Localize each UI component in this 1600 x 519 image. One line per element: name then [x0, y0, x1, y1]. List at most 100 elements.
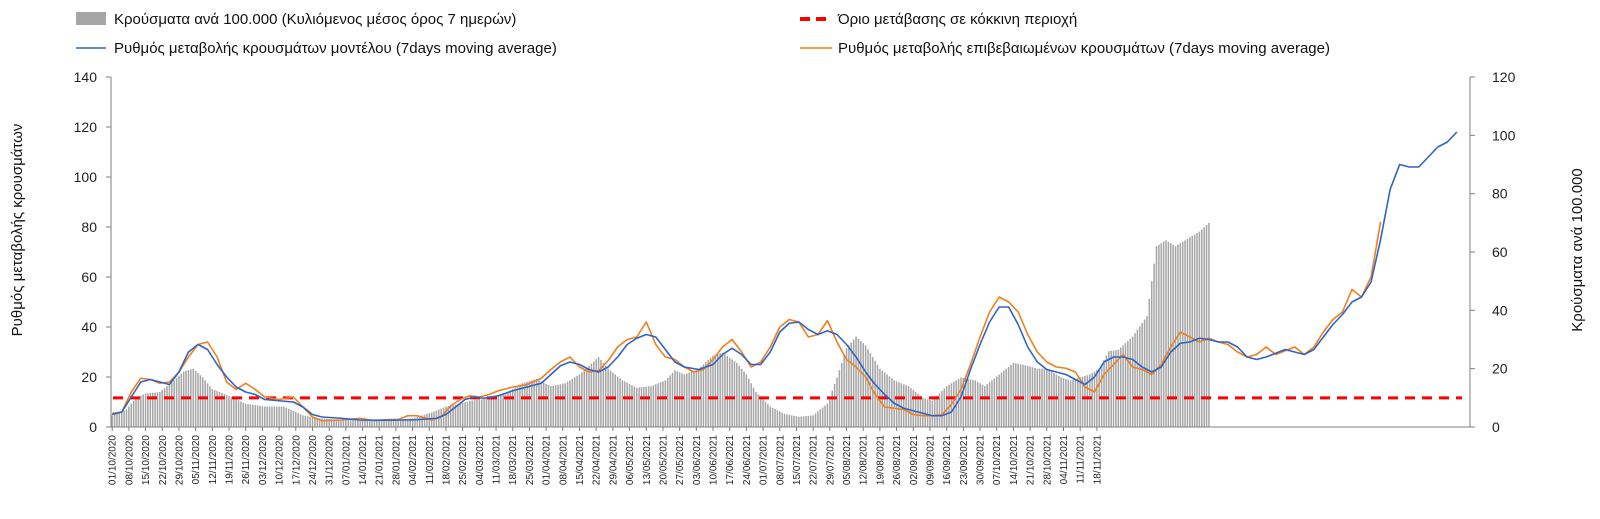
bar	[523, 382, 526, 427]
x-tick-label: 11/02/2021	[425, 435, 436, 485]
bar	[728, 357, 731, 427]
bar	[628, 383, 631, 427]
bar	[888, 376, 891, 427]
x-tick-label: 17/06/2021	[725, 435, 736, 485]
bar	[516, 386, 519, 427]
x-tick-label: 05/11/2020	[191, 435, 202, 485]
bar	[359, 419, 361, 427]
bar	[116, 413, 118, 427]
bar	[850, 342, 853, 427]
x-tick-label: 26/08/2021	[892, 435, 903, 485]
bar	[957, 378, 960, 428]
bar	[511, 389, 514, 427]
bar	[483, 399, 485, 427]
bar	[1079, 377, 1081, 427]
bar	[1201, 229, 1203, 427]
bar	[759, 396, 762, 427]
bar	[426, 413, 428, 428]
bar	[681, 373, 683, 427]
x-tick-label: 11/11/2021	[1076, 435, 1087, 484]
bar	[283, 406, 285, 427]
bar	[1084, 375, 1086, 427]
bar	[306, 416, 309, 427]
x-tick-label: 17/12/2020	[291, 435, 302, 485]
bar	[154, 392, 156, 427]
bar	[702, 364, 705, 427]
bar	[330, 419, 333, 428]
bar	[120, 411, 123, 427]
bar	[402, 419, 404, 427]
bar	[488, 398, 490, 427]
bar	[490, 398, 493, 428]
bar	[1119, 347, 1122, 427]
bar	[230, 397, 233, 427]
bar	[202, 377, 204, 427]
bar	[361, 419, 364, 427]
bar	[1096, 370, 1098, 428]
x-tick-label: 21/10/2021	[1026, 435, 1037, 485]
bar	[275, 406, 278, 427]
bar	[485, 398, 488, 427]
bar	[447, 406, 450, 427]
bar	[731, 359, 733, 427]
bar	[910, 388, 912, 427]
bar	[800, 416, 802, 427]
bar	[304, 415, 307, 427]
bar	[1172, 244, 1174, 427]
bar	[566, 381, 569, 427]
bar	[757, 394, 760, 427]
bar	[898, 382, 900, 427]
bar	[261, 406, 264, 427]
bar	[1193, 234, 1196, 427]
bar	[321, 418, 323, 427]
y-left-axis-title: Ρυθμός μεταβολής κρουσμάτων	[9, 124, 26, 337]
bar	[993, 378, 996, 427]
bar	[650, 386, 652, 427]
bar	[240, 401, 242, 427]
bar	[1069, 380, 1072, 427]
bar	[142, 394, 144, 427]
bar	[407, 418, 409, 427]
y-left-tick-label: 60	[81, 269, 97, 285]
bar	[793, 415, 795, 427]
x-tick-label: 29/07/2021	[825, 435, 836, 485]
bar	[764, 401, 767, 427]
bar	[974, 380, 977, 427]
bar	[1205, 225, 1208, 427]
bar	[614, 374, 617, 427]
x-tick-label: 28/01/2021	[391, 435, 402, 485]
bar	[857, 338, 860, 427]
bar	[442, 407, 445, 427]
bar	[237, 400, 240, 427]
bar	[912, 390, 915, 427]
bar	[922, 397, 924, 427]
x-tick-label: 28/10/2021	[1042, 435, 1053, 485]
bar	[652, 385, 655, 427]
bar	[287, 408, 290, 427]
legend-item-threshold: Όριο μετάβασης σε κόκκινη περιοχή	[800, 11, 1077, 28]
bar	[500, 394, 502, 427]
bar	[926, 399, 929, 427]
bar	[767, 404, 769, 427]
bar	[635, 387, 638, 428]
bar	[1189, 237, 1191, 427]
bar	[309, 416, 311, 427]
bar	[1129, 338, 1132, 427]
bar	[1100, 364, 1103, 427]
bar	[724, 354, 726, 427]
bar	[399, 419, 402, 427]
bar	[745, 374, 748, 427]
bar	[218, 392, 221, 427]
bar	[469, 400, 471, 427]
bar	[1065, 378, 1067, 428]
bar	[147, 393, 149, 427]
bar	[492, 397, 495, 427]
bar	[1136, 329, 1139, 427]
x-tick-label: 10/06/2021	[709, 435, 720, 485]
bar	[173, 380, 175, 427]
bar	[194, 370, 197, 427]
x-tick-label: 01/04/2021	[542, 435, 553, 485]
bar	[705, 362, 707, 427]
legend-label-model: Ρυθμός μεταβολής κρουσμάτων μοντέλου (7d…	[114, 40, 557, 57]
x-tick-label: 22/10/2020	[158, 435, 169, 485]
